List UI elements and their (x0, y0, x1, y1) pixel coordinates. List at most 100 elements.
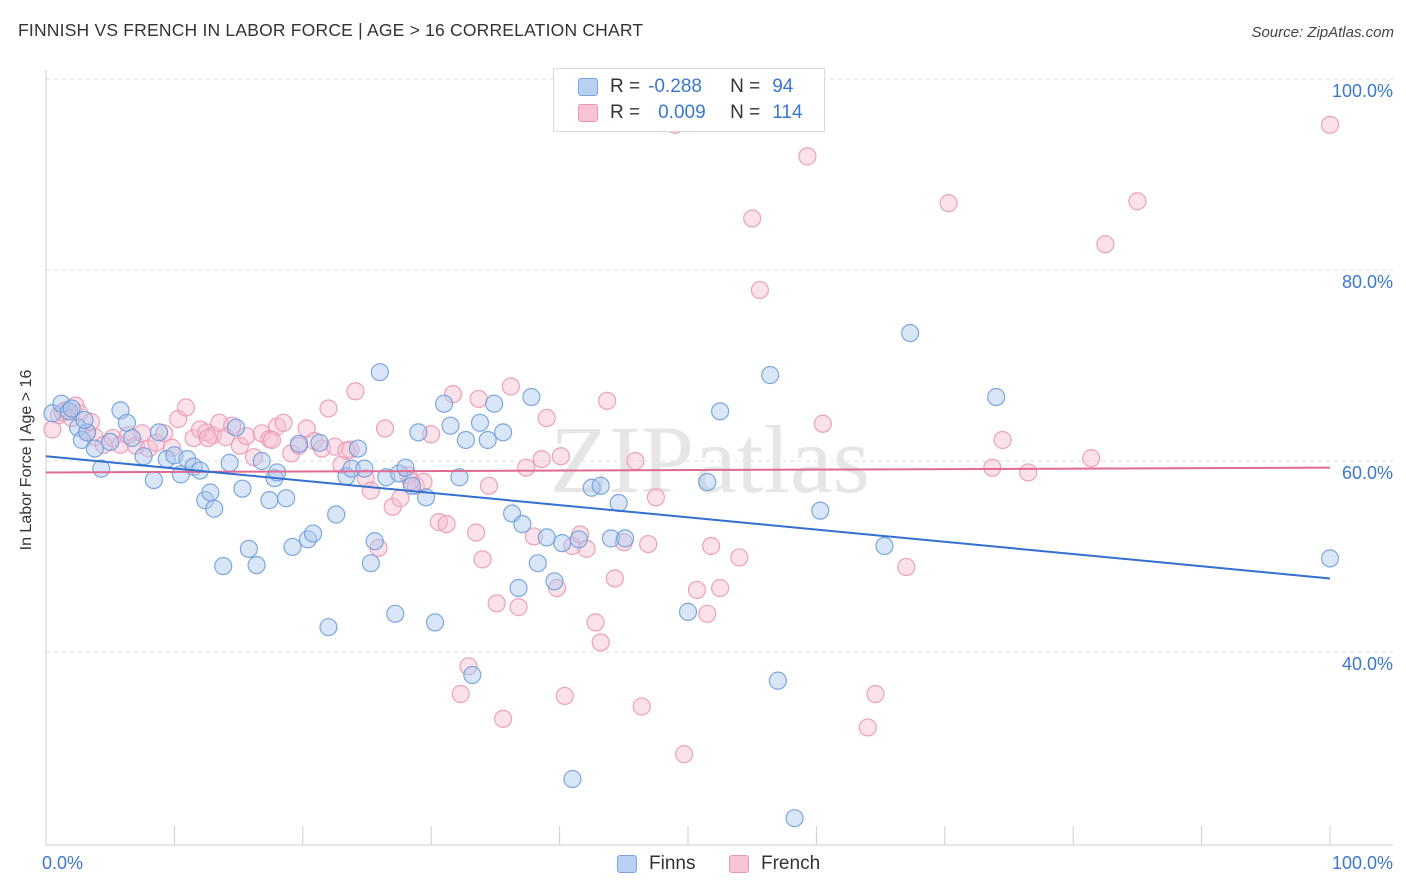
french-point (639, 534, 658, 554)
finns-point (117, 413, 136, 432)
finns-point (785, 809, 804, 828)
finns-point (260, 491, 279, 510)
french-point (332, 455, 351, 474)
finns-point (522, 387, 541, 407)
finns-point (247, 555, 266, 575)
french-point (111, 435, 130, 454)
finns-point (450, 468, 469, 487)
finns-point (289, 434, 309, 453)
bottom-legend-finns[interactable]: Finns (617, 852, 695, 876)
finns-n-label: N = (730, 76, 761, 97)
finns-point (537, 528, 556, 547)
french-point (414, 472, 433, 492)
finns-point (441, 416, 460, 435)
bottom-legend-french[interactable]: French (729, 852, 820, 876)
y-tick-label-60: 60.0% (1342, 463, 1393, 483)
french-point (983, 458, 1002, 477)
finns-point (678, 602, 698, 621)
french-point (1019, 463, 1038, 482)
french-point (274, 413, 293, 432)
french-point (473, 550, 492, 569)
chart-title: FINNISH VS FRENCH IN LABOR FORCE | AGE >… (18, 20, 644, 40)
finns-swatch-icon (578, 78, 598, 96)
finns-point (226, 418, 246, 437)
french-point (730, 548, 749, 567)
french-point (1128, 192, 1147, 211)
y-tick-label-80: 80.0% (1342, 272, 1393, 292)
french-legend-label: French (761, 853, 821, 874)
finns-point (425, 613, 445, 632)
finns-point (386, 604, 405, 623)
finns-point (569, 530, 588, 549)
finns-point (761, 365, 780, 385)
finns-point (283, 537, 302, 557)
finns-point (875, 536, 894, 556)
french-point (798, 147, 817, 166)
finns-point (144, 471, 163, 490)
finns-point (582, 478, 601, 497)
finns-point (901, 323, 920, 343)
french-point (813, 414, 832, 433)
finns-point (365, 532, 384, 551)
french-point (337, 441, 356, 460)
finns-point (310, 433, 329, 452)
french-legend-icon (729, 855, 749, 873)
french-point (532, 449, 551, 469)
french-n-value: 114 (772, 102, 803, 123)
french-point (555, 686, 574, 706)
finns-point (327, 505, 346, 524)
french-swatch-icon (578, 104, 598, 122)
watermark: ZIPatlas (550, 406, 870, 513)
finns-point (149, 423, 169, 442)
french-point (479, 476, 499, 495)
finns-r-label: R = (610, 76, 641, 97)
french-point (586, 613, 605, 632)
trend-layer (45, 455, 1331, 580)
finns-point (545, 572, 564, 591)
french-point (361, 481, 380, 500)
finns-legend-icon (617, 855, 637, 873)
french-point (750, 280, 770, 300)
french-point (710, 578, 730, 598)
finns-point (409, 423, 428, 442)
finns-point (342, 459, 361, 478)
finns-series (43, 323, 1340, 828)
finns-point (134, 447, 153, 466)
finns-point (509, 578, 528, 598)
y-tick-label-40: 40.0% (1342, 654, 1393, 674)
finns-point (252, 451, 271, 471)
french-point (632, 697, 651, 716)
french-point (646, 488, 666, 507)
french-point (230, 436, 249, 455)
finns-point (370, 363, 389, 382)
correlation-legend: R = -0.288 N = 94 R = 0.009 N = 114 (553, 68, 825, 132)
french-point (698, 604, 717, 623)
french-point (469, 389, 488, 409)
y-tick-label-100: 100.0% (1332, 81, 1393, 101)
finns-point (214, 556, 233, 576)
french-point (702, 536, 721, 556)
finns-point (85, 439, 104, 458)
finns-point (563, 769, 582, 789)
finns-point (201, 483, 220, 502)
finns-point (52, 394, 71, 413)
french-point (494, 709, 513, 728)
source-label: Source: ZipAtlas.com (1251, 24, 1394, 41)
finns-point (303, 524, 323, 543)
finns-point (528, 554, 547, 573)
finns-point (319, 618, 338, 637)
french-point (451, 684, 470, 704)
finns-point (811, 501, 830, 520)
finns-point (434, 394, 454, 413)
french-point (501, 377, 520, 396)
finns-point (1320, 549, 1340, 568)
french-point (437, 514, 456, 534)
french-point (743, 209, 762, 228)
finns-point (494, 423, 513, 442)
finns-point (75, 410, 94, 430)
finns-point (591, 476, 610, 495)
finns-point (348, 439, 368, 458)
french-point (262, 430, 282, 450)
finns-point (361, 554, 380, 573)
